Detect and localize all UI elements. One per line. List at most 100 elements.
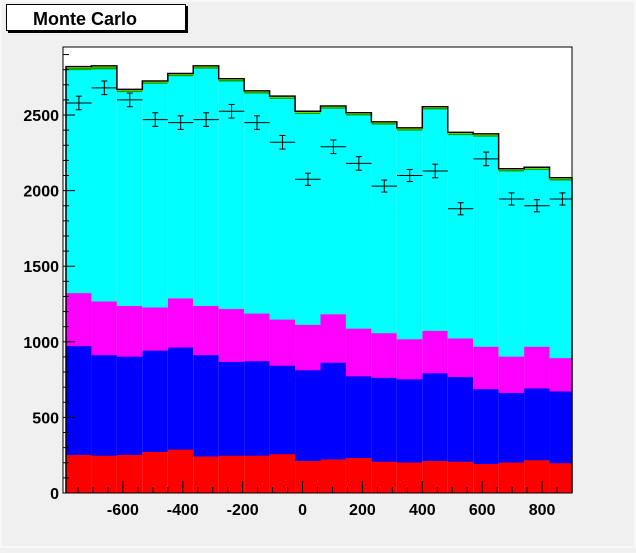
bar-cyan-9 bbox=[295, 113, 321, 325]
bar-red-14 bbox=[422, 460, 448, 494]
y-tick-label: 500 bbox=[32, 410, 59, 427]
y-tick-label: 2500 bbox=[23, 108, 59, 125]
bar-magenta-8 bbox=[269, 319, 296, 366]
bar-red-6 bbox=[218, 455, 245, 494]
bar-red-13 bbox=[396, 462, 423, 494]
data-point-9 bbox=[295, 172, 321, 186]
bar-green-18 bbox=[524, 167, 550, 170]
bar-green-11 bbox=[345, 113, 372, 116]
data-point-5 bbox=[193, 112, 219, 127]
bar-red-0 bbox=[65, 454, 92, 494]
data-point-15 bbox=[447, 202, 474, 216]
data-point-7 bbox=[244, 115, 270, 130]
bar-magenta-7 bbox=[244, 313, 270, 362]
bar-cyan-2 bbox=[116, 91, 143, 307]
bar-magenta-10 bbox=[320, 313, 346, 363]
data-point-3 bbox=[142, 112, 168, 127]
bar-red-19 bbox=[549, 462, 572, 494]
bar-green-13 bbox=[396, 128, 423, 131]
data-point-10 bbox=[320, 139, 347, 155]
x-tick-label: 800 bbox=[529, 502, 556, 519]
x-tick-label: 0 bbox=[298, 502, 307, 519]
bar-magenta-5 bbox=[193, 305, 219, 356]
bar-cyan-10 bbox=[320, 108, 346, 315]
bar-blue-4 bbox=[167, 347, 194, 450]
bar-blue-6 bbox=[218, 361, 245, 456]
bar-magenta-13 bbox=[396, 338, 423, 380]
bar-blue-12 bbox=[371, 377, 397, 462]
bar-blue-9 bbox=[295, 369, 321, 461]
bar-cyan-1 bbox=[91, 68, 117, 302]
bar-green-3 bbox=[142, 81, 168, 84]
bar-cyan-11 bbox=[345, 115, 372, 329]
bar-green-5 bbox=[193, 66, 219, 69]
bar-blue-17 bbox=[498, 392, 525, 463]
bar-magenta-11 bbox=[345, 328, 372, 377]
bar-cyan-15 bbox=[447, 134, 474, 339]
data-point-0 bbox=[66, 95, 92, 111]
bar-magenta-14 bbox=[422, 330, 448, 374]
bar-cyan-18 bbox=[524, 169, 550, 347]
bar-blue-16 bbox=[473, 388, 499, 465]
data-point-18 bbox=[524, 199, 550, 213]
bar-magenta-1 bbox=[91, 300, 117, 356]
bar-green-7 bbox=[244, 91, 270, 94]
bar-red-3 bbox=[142, 451, 168, 494]
bar-green-0 bbox=[65, 67, 92, 71]
bar-red-1 bbox=[91, 455, 117, 494]
bar-blue-18 bbox=[524, 387, 550, 461]
bar-green-10 bbox=[320, 106, 346, 109]
bar-blue-7 bbox=[244, 360, 270, 456]
bar-red-9 bbox=[295, 460, 321, 494]
bar-magenta-4 bbox=[167, 297, 194, 348]
bar-blue-0 bbox=[65, 345, 92, 455]
bar-red-12 bbox=[371, 461, 397, 494]
x-tick-label: 400 bbox=[409, 502, 436, 519]
x-tick-label: -200 bbox=[227, 502, 259, 519]
data-point-14 bbox=[422, 163, 448, 179]
data-point-4 bbox=[167, 115, 194, 130]
x-tick-label: -400 bbox=[167, 502, 199, 519]
bar-red-2 bbox=[116, 454, 143, 494]
x-tick-label: -600 bbox=[107, 502, 139, 519]
bar-magenta-16 bbox=[473, 346, 499, 390]
bar-blue-14 bbox=[422, 372, 448, 461]
bar-blue-5 bbox=[193, 354, 219, 457]
data-point-13 bbox=[396, 168, 423, 183]
bar-magenta-2 bbox=[116, 305, 143, 357]
bar-red-8 bbox=[269, 453, 296, 494]
chart-title: Monte Carlo bbox=[33, 9, 138, 29]
bar-magenta-3 bbox=[142, 307, 168, 351]
bar-magenta-15 bbox=[447, 338, 474, 378]
bar-green-19 bbox=[549, 178, 572, 181]
bar-red-10 bbox=[320, 458, 346, 494]
bar-red-11 bbox=[345, 457, 372, 494]
bar-cyan-13 bbox=[396, 130, 423, 340]
data-point-2 bbox=[117, 92, 143, 108]
bar-green-8 bbox=[269, 96, 296, 99]
y-tick-label: 0 bbox=[50, 486, 59, 503]
bar-cyan-5 bbox=[193, 68, 219, 307]
bar-blue-10 bbox=[320, 362, 346, 460]
bar-blue-1 bbox=[91, 354, 117, 456]
bar-cyan-8 bbox=[269, 98, 296, 320]
data-point-16 bbox=[473, 151, 499, 167]
bar-cyan-19 bbox=[549, 180, 572, 359]
bar-cyan-12 bbox=[371, 124, 397, 334]
bar-magenta-12 bbox=[371, 332, 397, 378]
bar-green-14 bbox=[422, 107, 448, 110]
bar-magenta-18 bbox=[524, 346, 550, 389]
bar-red-18 bbox=[524, 459, 550, 494]
y-tick-label: 2000 bbox=[23, 184, 59, 201]
chart-title-box: Monte Carlo bbox=[6, 4, 186, 31]
bar-red-17 bbox=[498, 462, 525, 494]
bar-blue-15 bbox=[447, 376, 474, 462]
bar-green-1 bbox=[91, 66, 117, 70]
bar-red-7 bbox=[244, 455, 270, 494]
bar-blue-2 bbox=[116, 356, 143, 455]
bar-green-16 bbox=[473, 134, 499, 137]
data-point-6 bbox=[218, 103, 245, 119]
bar-magenta-19 bbox=[549, 357, 572, 392]
